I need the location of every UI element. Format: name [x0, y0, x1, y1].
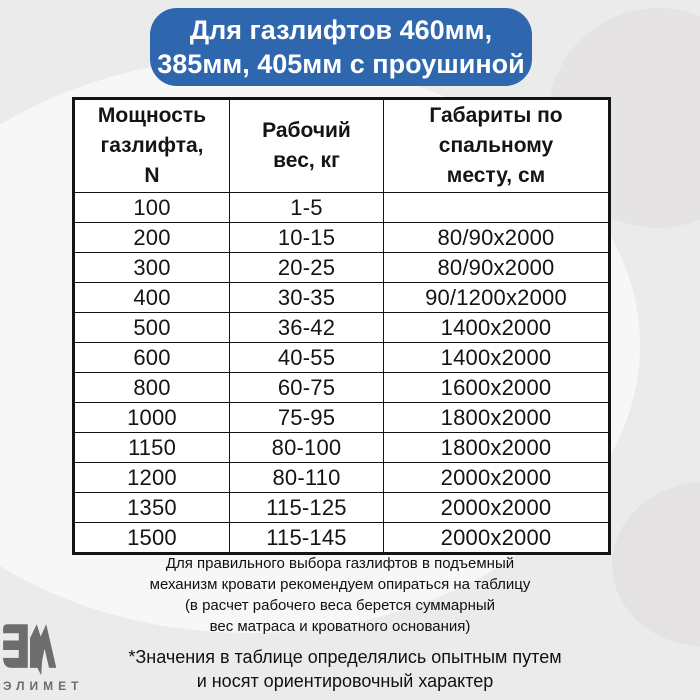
table-row: 1350 115-125 2000x2000 — [73, 492, 610, 523]
table-row: 1000 75-95 1800x2000 — [73, 402, 610, 433]
table-row: 100 1-5 — [73, 192, 610, 223]
size-cell: 90/1200x2000 — [383, 282, 610, 313]
power-cell: 1000 — [73, 402, 230, 433]
weight-cell: 80-100 — [229, 432, 384, 463]
weight-cell: 115-145 — [229, 522, 384, 554]
size-cell: 1400x2000 — [383, 342, 610, 373]
size-cell: 1800x2000 — [383, 432, 610, 463]
selection-note: Для правильного выбора газлифтов в подъе… — [149, 555, 531, 635]
table-row: 1200 80-110 2000x2000 — [73, 462, 610, 493]
table-row: 600 40-55 1400x2000 — [73, 342, 610, 373]
elimet-monogram-icon — [2, 623, 102, 677]
power-cell: 1500 — [73, 522, 230, 554]
table-row: 300 20-25 80/90x2000 — [73, 252, 610, 283]
table-row: 400 30-35 90/1200x2000 — [73, 282, 610, 313]
title-badge-text: Для газлифтов 460мм, 385мм, 405мм с проу… — [157, 15, 525, 79]
power-cell: 800 — [73, 372, 230, 403]
weight-cell: 60-75 — [229, 372, 384, 403]
table-header: Мощность газлифта, N Рабочий вес, кг Габ… — [73, 98, 610, 193]
table-body: 100 1-5 200 10-15 80/90x2000 300 20-25 8… — [73, 192, 610, 554]
power-cell: 500 — [73, 312, 230, 343]
column-header-weight: Рабочий вес, кг — [229, 98, 384, 193]
power-cell: 400 — [73, 282, 230, 313]
table-row: 200 10-15 80/90x2000 — [73, 222, 610, 253]
size-cell: 1400x2000 — [383, 312, 610, 343]
weight-cell: 80-110 — [229, 462, 384, 493]
weight-cell: 40-55 — [229, 342, 384, 373]
size-cell: 2000x2000 — [383, 462, 610, 493]
gaslift-table: Мощность газлифта, N Рабочий вес, кг Габ… — [72, 97, 611, 555]
table-row: 1150 80-100 1800x2000 — [73, 432, 610, 463]
weight-cell: 1-5 — [229, 192, 384, 223]
weight-cell: 75-95 — [229, 402, 384, 433]
column-header-size: Габариты по спальному месту, см — [383, 98, 610, 193]
size-cell: 1800x2000 — [383, 402, 610, 433]
power-cell: 1350 — [73, 492, 230, 523]
power-cell: 600 — [73, 342, 230, 373]
table-header-row: Мощность газлифта, N Рабочий вес, кг Габ… — [73, 98, 610, 193]
column-header-power: Мощность газлифта, N — [73, 98, 230, 193]
footnote: *Значения в таблице определялись опытным… — [128, 647, 562, 691]
table-row: 800 60-75 1600x2000 — [73, 372, 610, 403]
power-cell: 300 — [73, 252, 230, 283]
size-cell: 80/90x2000 — [383, 222, 610, 253]
size-cell — [383, 192, 610, 223]
table-row: 1500 115-145 2000x2000 — [73, 522, 610, 554]
title-badge: Для газлифтов 460мм, 385мм, 405мм с проу… — [150, 8, 532, 86]
weight-cell: 10-15 — [229, 222, 384, 253]
weight-cell: 30-35 — [229, 282, 384, 313]
size-cell: 1600x2000 — [383, 372, 610, 403]
weight-cell: 115-125 — [229, 492, 384, 523]
size-cell: 2000x2000 — [383, 522, 610, 554]
size-cell: 80/90x2000 — [383, 252, 610, 283]
power-cell: 100 — [73, 192, 230, 223]
size-cell: 2000x2000 — [383, 492, 610, 523]
company-logo: ЭЛИМЕТ — [2, 623, 102, 693]
brand-name: ЭЛИМЕТ — [3, 679, 84, 693]
weight-cell: 36-42 — [229, 312, 384, 343]
table-row: 500 36-42 1400x2000 — [73, 312, 610, 343]
power-cell: 1200 — [73, 462, 230, 493]
weight-cell: 20-25 — [229, 252, 384, 283]
power-cell: 200 — [73, 222, 230, 253]
power-cell: 1150 — [73, 432, 230, 463]
